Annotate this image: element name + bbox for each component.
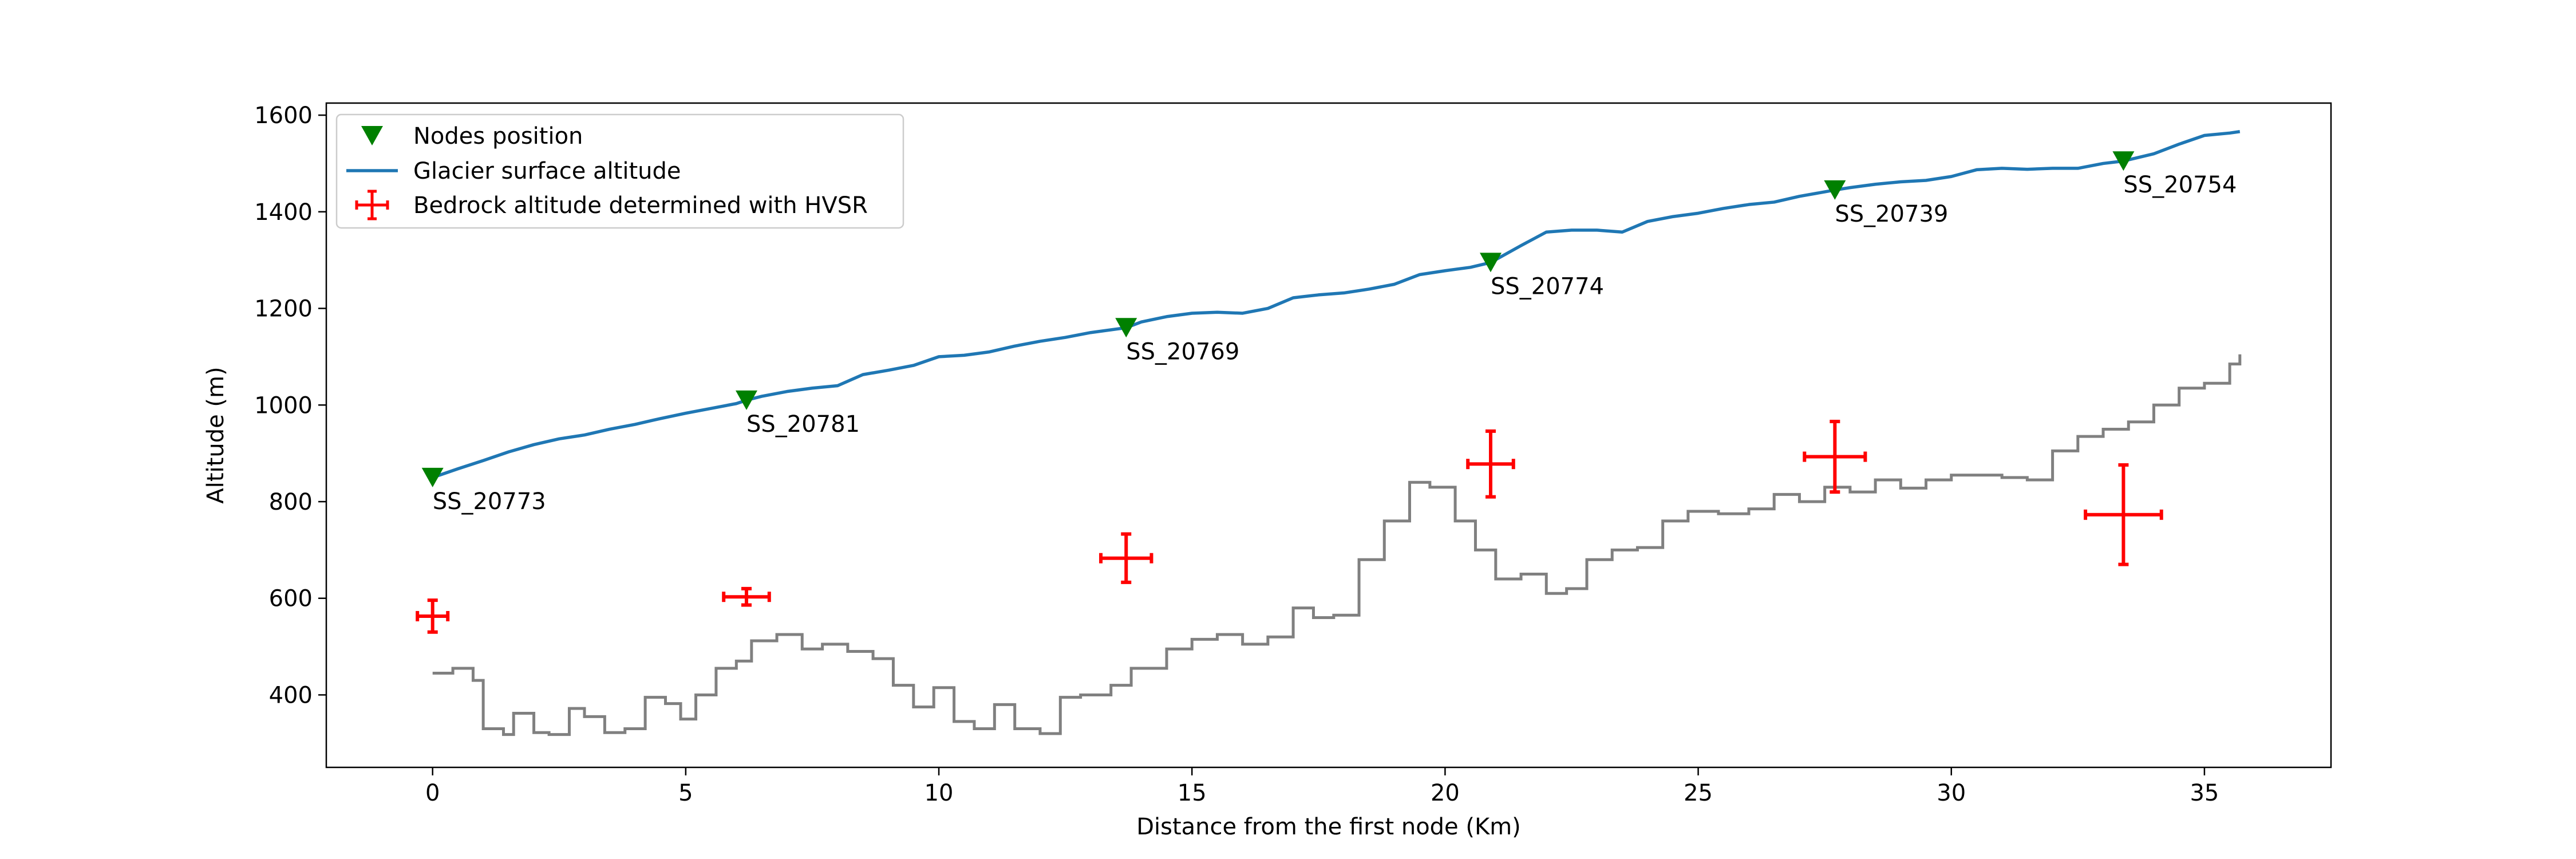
node-label: SS_20739	[1835, 201, 1948, 227]
x-tick-label: 25	[1684, 780, 1713, 806]
x-tick-label: 10	[924, 780, 954, 806]
axes-frame	[325, 102, 2332, 769]
node-label: SS_20781	[746, 411, 860, 438]
node-marker	[2112, 151, 2135, 171]
nodes-series: SS_20773 SS_20781 SS_20769 SS_20774 SS_20739…	[421, 151, 2237, 515]
y-tick-label: 600	[269, 586, 313, 612]
plot-area: SS_20773 SS_20781 SS_20769 SS_20774 SS_20739…	[416, 130, 2242, 736]
hvsr-errorbar	[722, 586, 771, 607]
node-label: SS_20754	[2123, 172, 2237, 198]
y-tick-label: 1000	[254, 392, 313, 419]
node-label: SS_20769	[1126, 338, 1239, 365]
glacier-surface-line	[432, 130, 2241, 479]
node-marker	[421, 467, 444, 487]
bedrock-series	[432, 354, 2242, 736]
x-axis-label: Distance from the first node (Km)	[1136, 814, 1521, 840]
hvsr-bedrock-series	[416, 419, 2163, 634]
y-tick-label: 1200	[254, 296, 313, 322]
hvsr-errorbar	[1099, 532, 1153, 584]
x-tick-label: 30	[1937, 780, 1966, 806]
legend: Nodes position Glacier surface altitude Be…	[335, 113, 904, 229]
node-label: SS_20773	[433, 488, 546, 515]
y-axis-label: Altitude (m)	[203, 367, 229, 503]
y-tick-label: 1400	[254, 199, 313, 226]
bedrock-profile-line	[432, 354, 2242, 736]
legend-marker-errorbar	[355, 190, 389, 220]
x-axis-ticks: 0 5 10 15 20 25 30 35	[425, 767, 2219, 806]
hvsr-errorbar	[416, 598, 450, 634]
legend-label: Glacier surface altitude	[413, 158, 681, 184]
hvsr-errorbar	[1466, 429, 1515, 499]
node-marker	[736, 390, 758, 410]
legend-marker-triangle	[361, 126, 383, 145]
x-tick-label: 35	[2190, 780, 2219, 806]
legend-label: Bedrock altitude determined with HVSR	[413, 192, 868, 219]
node-marker	[1115, 318, 1137, 338]
x-tick-label: 15	[1178, 780, 1207, 806]
node-marker	[1479, 253, 1502, 273]
y-tick-label: 800	[269, 489, 313, 515]
hvsr-errorbar	[2084, 463, 2163, 566]
x-tick-label: 20	[1431, 780, 1460, 806]
legend-label: Nodes position	[413, 123, 583, 149]
y-tick-label: 1600	[254, 103, 313, 129]
y-tick-label: 400	[269, 682, 313, 708]
glacier-surface-series	[432, 130, 2241, 479]
hvsr-errorbar	[1803, 419, 1867, 494]
legend-box	[335, 113, 904, 229]
x-tick-label: 0	[425, 780, 440, 806]
node-label: SS_20774	[1491, 273, 1604, 300]
y-axis-ticks: 400 600 800 1000 1200 1400 1600	[254, 103, 326, 708]
node-marker	[1824, 180, 1846, 200]
x-tick-label: 5	[678, 780, 693, 806]
